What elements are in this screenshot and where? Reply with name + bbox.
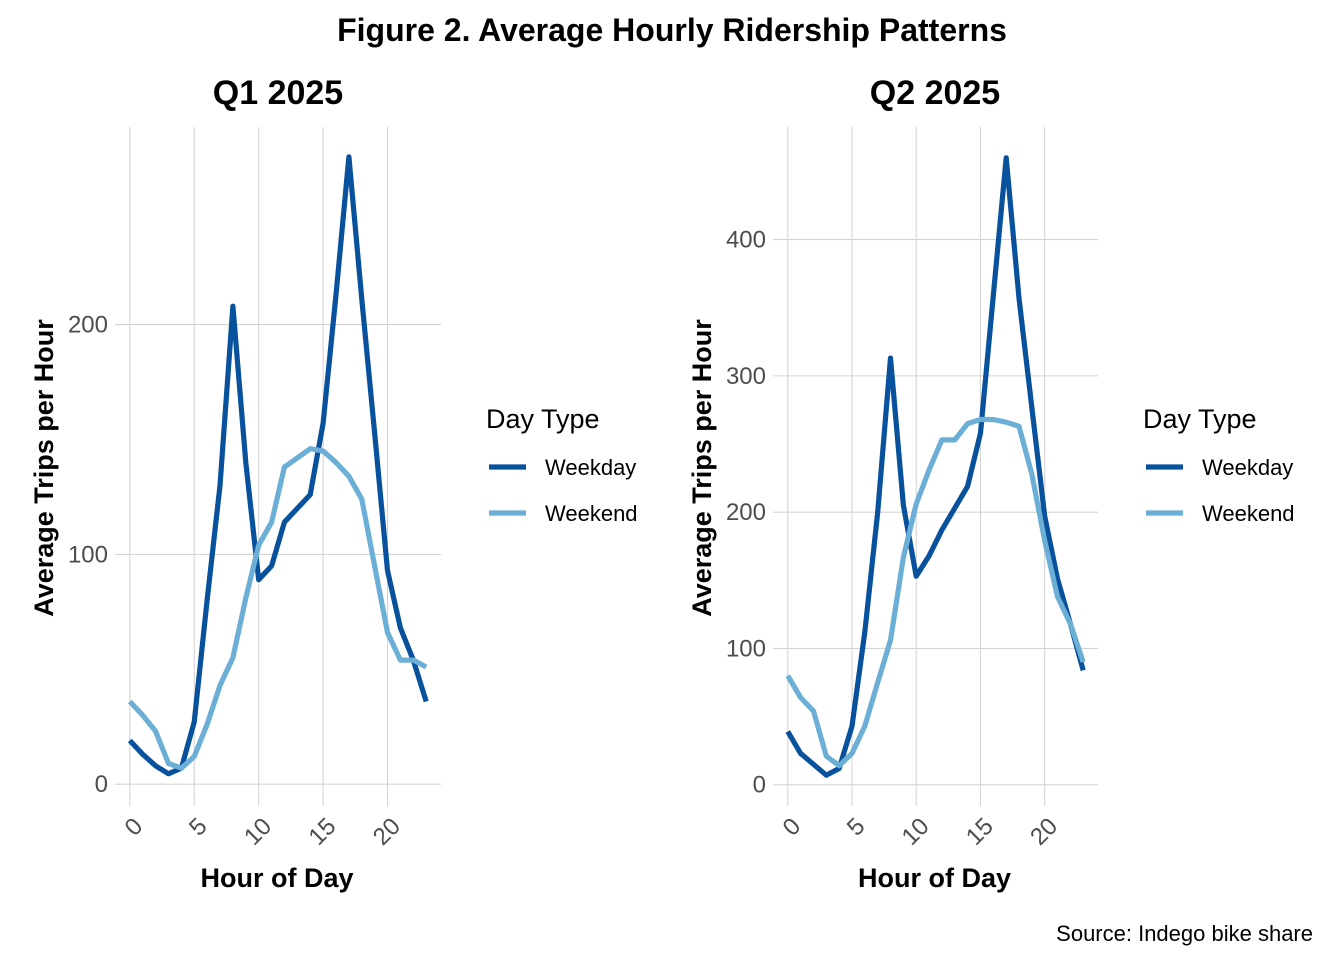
panel-2: Q2 2025 0 100 200 300 400 0 5 10 15 20 Hour of Day A… [687, 74, 1295, 893]
y-tick-label: 0 [753, 772, 766, 799]
x-tick-label: 5 [184, 813, 213, 842]
series-line-weekday [785, 155, 1086, 778]
x-tick-label: 0 [778, 813, 807, 842]
legend: Day Type Weekday Weekend [1143, 404, 1295, 526]
x-tick-label: 15 [304, 813, 342, 851]
x-tick-label: 5 [842, 813, 871, 842]
x-tick-label: 20 [368, 813, 406, 851]
figure-title: Figure 2. Average Hourly Ridership Patte… [337, 12, 1007, 48]
legend-label: Weekend [545, 501, 638, 526]
y-axis-title: Average Trips per Hour [29, 319, 59, 617]
y-tick-label: 200 [68, 312, 108, 339]
y-axis-title: Average Trips per Hour [687, 319, 717, 617]
x-tick-label: 20 [1025, 813, 1063, 851]
y-tick-label: 100 [68, 541, 108, 568]
legend-title: Day Type [486, 404, 600, 434]
y-tick-label: 0 [95, 771, 108, 798]
x-tick-label: 10 [897, 813, 935, 851]
series-line-weekday [127, 154, 429, 777]
y-tick-label: 300 [726, 363, 766, 390]
series-line-weekend [127, 446, 428, 771]
caption: Source: Indego bike share [1056, 921, 1313, 946]
legend-label: Weekend [1202, 501, 1295, 526]
series-line-weekend [785, 416, 1086, 769]
y-tick-label: 400 [726, 227, 766, 254]
x-axis-title: Hour of Day [858, 863, 1011, 893]
x-tick-label: 10 [239, 813, 277, 851]
panel-title: Q2 2025 [870, 74, 1000, 112]
y-tick-label: 100 [726, 635, 766, 662]
panel-1: Q1 2025 0 100 200 0 5 10 15 20 Hour of Day Average… [29, 74, 638, 893]
y-tick-label: 200 [726, 499, 766, 526]
legend: Day Type Weekday Weekend [486, 404, 638, 526]
x-tick-label: 15 [961, 813, 999, 851]
legend-title: Day Type [1143, 404, 1257, 434]
x-axis-title: Hour of Day [200, 863, 353, 893]
legend-label: Weekday [545, 455, 636, 480]
legend-label: Weekday [1202, 455, 1293, 480]
panel-title: Q1 2025 [213, 74, 343, 112]
x-tick-label: 0 [120, 813, 149, 842]
